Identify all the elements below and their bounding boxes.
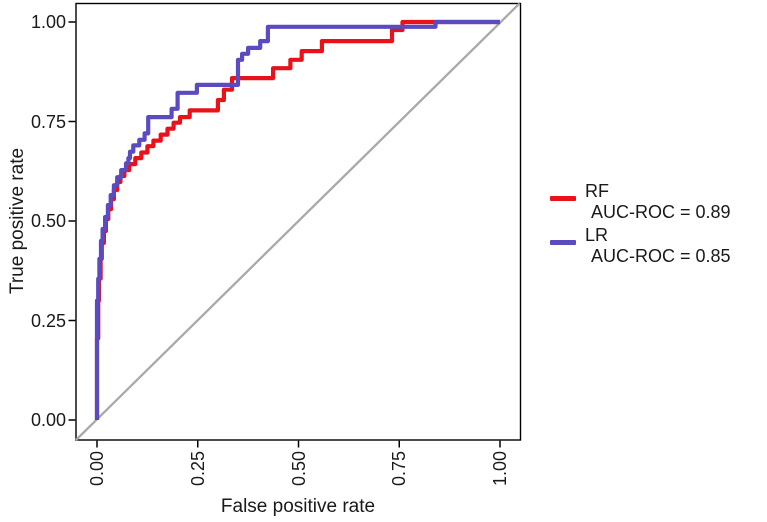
legend-key-line-lr — [550, 240, 576, 245]
x-tick-label-0.25: 0.25 — [187, 451, 208, 487]
x-tick-label-0.75: 0.75 — [389, 451, 410, 487]
legend-key-line-rf — [550, 196, 576, 201]
y-tick-label-0.50: 0.50 — [30, 211, 66, 231]
x-tick-label-0.00: 0.00 — [87, 451, 107, 487]
x-tick-label-0.50: 0.50 — [288, 451, 309, 487]
legend-entry-lr: LR AUC-ROC = 0.85 — [548, 225, 731, 267]
x-axis-title: False positive rate — [220, 496, 376, 517]
panel-border — [75, 2, 522, 441]
y-tick-label-0.00: 0.00 — [30, 410, 66, 430]
y-tick-label-1.00: 1.00 — [30, 12, 66, 32]
y-tick-label-0.25: 0.25 — [30, 310, 66, 331]
chart-legend: RF AUC-ROC = 0.89 LR AUC-ROC = 0.85 — [548, 181, 731, 269]
legend-entry-rf: RF AUC-ROC = 0.89 — [548, 181, 731, 223]
x-tick-label-1.00: 1.00 — [490, 451, 510, 487]
legend-series-name-rf: RF — [585, 181, 609, 201]
legend-auc-value-lr: AUC-ROC = 0.85 — [591, 246, 731, 266]
diagonal-reference-line — [75, 2, 521, 441]
legend-series-name-lr: LR — [585, 225, 609, 245]
roc-curve-lr — [94, 19, 500, 420]
y-tick-label-0.75: 0.75 — [30, 111, 66, 132]
legend-auc-value-rf: AUC-ROC = 0.89 — [591, 202, 731, 222]
